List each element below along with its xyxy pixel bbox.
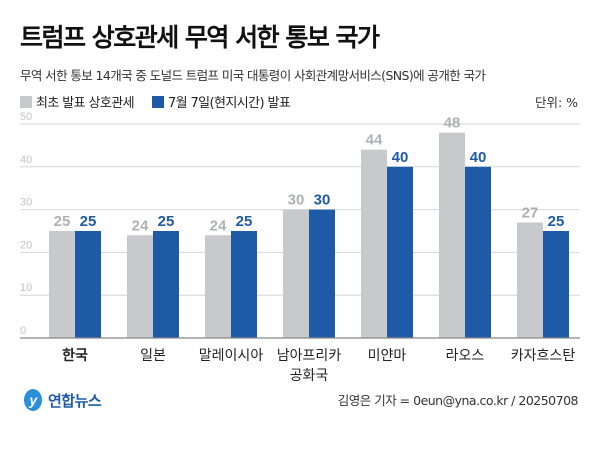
yonhap-logo-icon: y: [24, 389, 42, 411]
x-tick-label: 일본: [140, 348, 166, 364]
x-tick-label: 공화국: [290, 368, 329, 384]
x-tick-label: 남아프리카: [277, 348, 342, 364]
data-label: 25: [236, 213, 253, 230]
x-tick-label: 한국: [62, 348, 88, 364]
bar-july7: [543, 231, 569, 338]
legend: 최초 발표 상호관세 7월 7일(현지시간) 발표: [20, 92, 291, 111]
bar-initial: [439, 132, 465, 338]
bar-july7: [465, 166, 491, 338]
data-label: 40: [392, 149, 409, 166]
credit: 김영은 기자 = 0eun@yna.co.kr / 20250708: [337, 393, 579, 408]
data-label: 40: [470, 149, 487, 166]
y-tick-label: 10: [20, 282, 32, 294]
data-label: 25: [548, 213, 565, 230]
legend-label-july7: 7월 7일(현지시간) 발표: [167, 96, 291, 111]
y-tick-label: 0: [20, 325, 26, 337]
data-label: 30: [314, 192, 331, 209]
bar-initial: [49, 231, 75, 338]
bar-initial: [283, 209, 309, 338]
bar-july7: [231, 231, 257, 338]
data-label: 48: [444, 115, 461, 132]
data-label: 24: [132, 217, 149, 234]
data-label: 44: [366, 132, 383, 149]
bar-july7: [75, 231, 101, 338]
bar-july7: [309, 209, 335, 338]
x-tick-label: 말레이시아: [199, 348, 264, 364]
data-label: 25: [54, 213, 71, 230]
data-label: 27: [522, 204, 539, 221]
y-tick-label: 50: [20, 111, 32, 123]
svg-text:y: y: [28, 392, 38, 408]
yonhap-logo: y 연합뉴스: [22, 388, 102, 412]
bar-initial: [361, 149, 387, 338]
bar-july7: [387, 166, 413, 338]
chart-subtitle: 무역 서한 통보 14개국 중 도널드 트럼프 미국 대통령이 사회관계망서비스…: [20, 68, 486, 83]
y-tick-label: 20: [20, 239, 32, 251]
bar-july7: [153, 231, 179, 338]
legend-item-july7: 7월 7일(현지시간) 발표: [151, 92, 291, 111]
data-label: 25: [158, 213, 175, 230]
legend-swatch-initial: [20, 95, 32, 108]
x-tick-label: 미얀마: [368, 348, 407, 364]
legend-swatch-july7: [151, 95, 164, 108]
data-label: 24: [210, 217, 227, 234]
legend-item-initial: 최초 발표 상호관세: [20, 92, 135, 111]
y-tick-label: 30: [20, 197, 32, 209]
legend-label-initial: 최초 발표 상호관세: [36, 96, 135, 111]
y-tick-label: 40: [20, 154, 32, 166]
bar-initial: [127, 235, 153, 338]
x-tick-label: 카자흐스탄: [511, 348, 576, 364]
data-label: 25: [80, 213, 97, 230]
bar-initial: [517, 222, 543, 338]
unit-label: 단위: %: [534, 95, 578, 110]
chart-title: 트럼프 상호관세 무역 서한 통보 국가: [20, 23, 380, 52]
x-tick-label: 라오스: [446, 348, 485, 364]
data-label: 30: [288, 192, 305, 209]
logo-text: 연합뉴스: [48, 391, 102, 410]
bar-initial: [205, 235, 231, 338]
